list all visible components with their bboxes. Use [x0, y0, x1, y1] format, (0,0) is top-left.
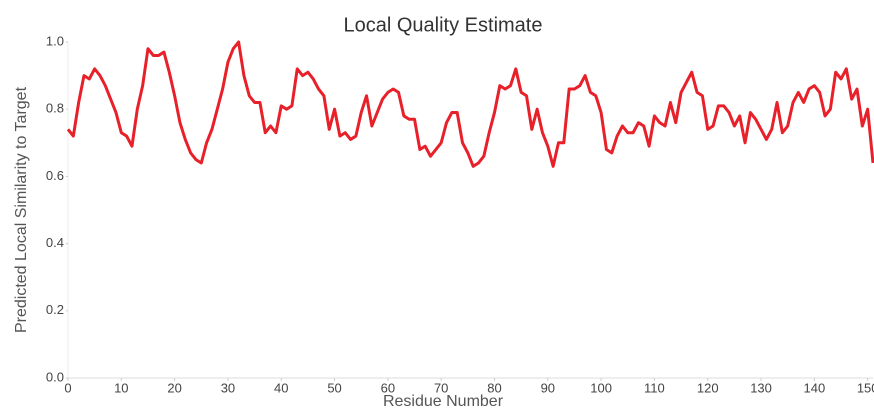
x-tick-label: 110 — [644, 380, 665, 395]
x-tick-label: 150 — [857, 380, 874, 395]
y-tick-label: 0.8 — [46, 101, 64, 116]
x-tick-label: 20 — [167, 380, 181, 395]
x-tick-label: 60 — [381, 380, 395, 395]
x-tick-label: 130 — [750, 380, 772, 395]
x-tick-label: 50 — [327, 380, 341, 395]
x-tick-label: 100 — [590, 380, 612, 395]
x-tick-label: 120 — [697, 380, 719, 395]
x-tick-label: 30 — [221, 380, 235, 395]
x-tick-label: 0 — [64, 380, 71, 395]
x-tick-label: 140 — [804, 380, 826, 395]
y-tick-label: 0.0 — [46, 369, 64, 384]
y-tick-label: 0.2 — [46, 302, 64, 317]
x-tick-label: 70 — [434, 380, 448, 395]
x-tick-label: 90 — [541, 380, 555, 395]
chart-title: Local Quality Estimate — [344, 14, 543, 36]
y-tick-label: 1.0 — [46, 33, 64, 48]
y-tick-label: 0.4 — [46, 235, 64, 250]
series-line — [66, 40, 874, 168]
x-tick-label: 40 — [274, 380, 288, 395]
x-axis-label: Residue Number — [383, 393, 504, 410]
y-tick-label: 0.6 — [46, 168, 64, 183]
y-axis-label: Predicted Local Similarity to Target — [13, 86, 30, 333]
x-tick-label: 80 — [487, 380, 501, 395]
x-tick-label: 10 — [114, 380, 128, 395]
